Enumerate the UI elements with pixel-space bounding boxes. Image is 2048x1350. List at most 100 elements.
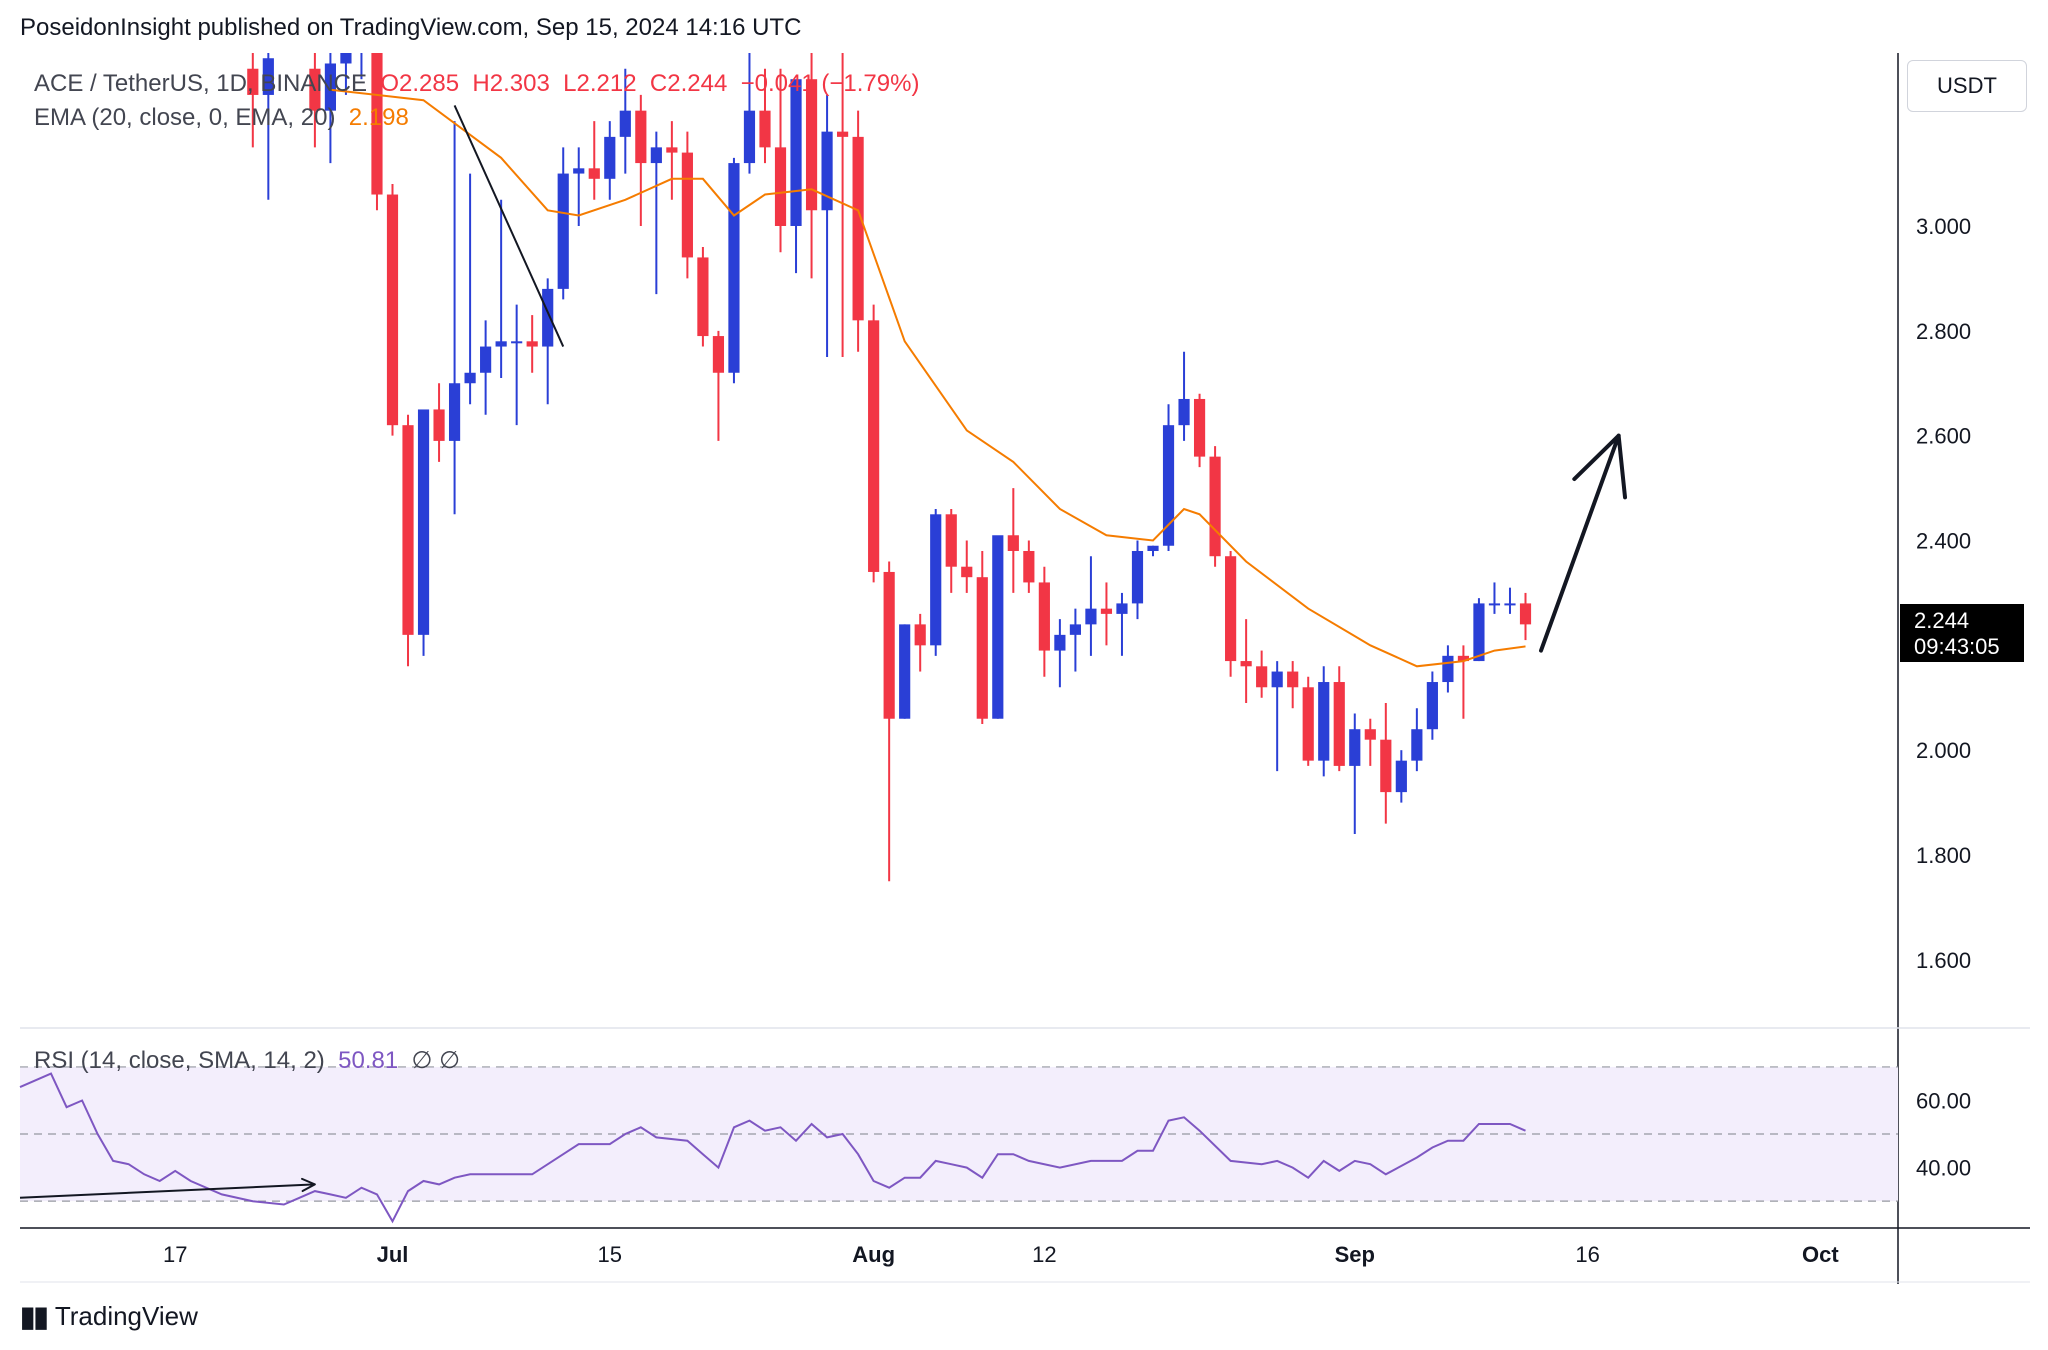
candle-up (1318, 666, 1330, 777)
candle-up (619, 68, 631, 174)
candle-up (1178, 351, 1190, 441)
candle-body (557, 173, 569, 289)
candle-down (1100, 582, 1113, 646)
candle-body (1395, 760, 1407, 793)
legend-low: L2.212 (563, 70, 637, 97)
candle-up (262, 53, 274, 200)
legend-high: H2.303 (472, 70, 550, 97)
candle-down (868, 304, 880, 583)
candle-body (1178, 398, 1190, 426)
candle-body (681, 152, 693, 258)
rsi-arrow (19, 1183, 315, 1199)
candle-body (1349, 729, 1361, 766)
candle-body (743, 110, 756, 164)
candle-body (1426, 682, 1438, 730)
candle-body (573, 168, 585, 174)
rsi-tick-label: 40.00 (1916, 1156, 1971, 1181)
candle-body (1116, 603, 1128, 614)
candle-body (1457, 655, 1470, 662)
time-tick-label: 15 (598, 1242, 622, 1267)
candle-up (340, 53, 352, 95)
candle-down (945, 509, 957, 593)
candle-body (588, 168, 600, 179)
candle-up (417, 409, 430, 656)
candle-body (1302, 687, 1314, 761)
candle-up (573, 147, 585, 226)
candle-up (1426, 671, 1438, 740)
legend-open: O2.285 (380, 70, 460, 97)
candle-body (1162, 425, 1175, 546)
tradingview-logo-icon: ▮▮ (20, 1301, 49, 1332)
candle-up (930, 509, 942, 656)
candle-down (1364, 718, 1376, 766)
candle-down (1209, 446, 1221, 567)
candle-down (681, 131, 693, 279)
candle-down (961, 540, 973, 593)
candle-body (604, 136, 616, 179)
candle-body (1023, 550, 1035, 583)
candle-body (1256, 666, 1268, 688)
candle-body (821, 131, 833, 211)
candle-body (448, 383, 461, 441)
candle-down (635, 94, 647, 226)
currency-button[interactable]: USDT (1907, 60, 2027, 112)
candle-body (433, 409, 445, 441)
candle-body (635, 110, 647, 164)
candle-down (759, 68, 771, 164)
ema-legend: EMA (20, close, 0, EMA, 20) 2.198 (34, 104, 409, 132)
tradingview-brand[interactable]: ▮▮ TradingView (20, 1300, 198, 1333)
candle-body (324, 63, 337, 111)
candle-up (1442, 645, 1454, 693)
candle-down (697, 246, 709, 347)
candle-up (1162, 404, 1175, 551)
candle-body (1442, 655, 1454, 683)
candle-down (1380, 703, 1392, 824)
candle-body (1364, 729, 1376, 740)
candle-body (1411, 729, 1423, 761)
ema-label: EMA (20, close, 0, EMA, 20) (34, 104, 336, 131)
candle-up (650, 131, 662, 295)
candle-up (1054, 619, 1066, 688)
last-price-value: 2.244 (1914, 608, 1970, 633)
candle-body (1209, 456, 1221, 557)
candle-down (774, 68, 787, 253)
candle-body (1473, 603, 1485, 662)
legend-change: −0.041 (−1.79%) (740, 70, 920, 97)
x-axis-ticks: 17 Jul 15 Aug 12 Sep 16 Oct (163, 1242, 1839, 1267)
price-tick-label: 2.400 (1916, 529, 1971, 554)
price-tick-label: 1.600 (1916, 948, 1971, 973)
candle-up (743, 53, 756, 174)
candle-up (557, 147, 569, 300)
price-tick-label: 1.800 (1916, 843, 1971, 868)
candle-body (1488, 603, 1501, 606)
candle-body (759, 110, 771, 148)
candle-body (309, 68, 321, 111)
candle-body (837, 131, 849, 137)
price-tick-label: 3.000 (1916, 214, 1971, 239)
candle-down (526, 315, 538, 373)
candle-up (448, 121, 461, 515)
candle-body (712, 336, 725, 373)
candle-body (1380, 739, 1392, 793)
annotations-group (19, 105, 1628, 1199)
candle-body (650, 147, 662, 164)
candle-body (1007, 535, 1019, 551)
ema-group (330, 88, 1526, 668)
candle-up (1271, 661, 1283, 772)
candle-body (1131, 550, 1144, 604)
rsi-line (19, 1072, 1526, 1224)
candle-body (930, 514, 942, 646)
candle-up (480, 320, 492, 415)
candle-body (961, 566, 973, 578)
candle-body (1054, 634, 1066, 651)
time-tick-label: Jul (377, 1242, 409, 1267)
candle-up (1411, 708, 1423, 772)
candle-up (790, 79, 802, 274)
trend-line (453, 105, 565, 347)
forecast-arrow (1539, 433, 1621, 653)
candle-down (1287, 661, 1299, 709)
candle-body (883, 571, 895, 719)
candle-body (1193, 398, 1206, 457)
candle-up (511, 304, 523, 426)
